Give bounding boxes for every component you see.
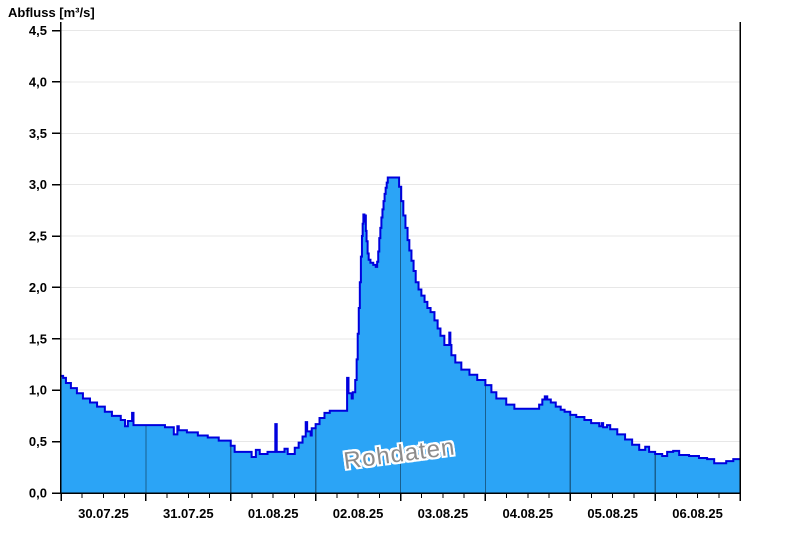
x-tick-label: 05.08.25 <box>587 506 638 521</box>
y-tick-label: 0,5 <box>29 434 47 449</box>
y-tick-label: 1,5 <box>29 331 47 346</box>
y-axis-title: Abfluss [m³/s] <box>8 5 95 20</box>
y-tick-label: 2,0 <box>29 280 47 295</box>
x-tick-label: 31.07.25 <box>163 506 214 521</box>
y-tick-label: 3,0 <box>29 177 47 192</box>
y-tick-label: 2,5 <box>29 229 47 244</box>
y-tick-label: 0,0 <box>29 486 47 501</box>
y-tick-label: 3,5 <box>29 126 47 141</box>
x-tick-label: 03.08.25 <box>418 506 469 521</box>
x-tick-label: 01.08.25 <box>248 506 299 521</box>
area-outline <box>61 176 740 465</box>
x-tick-label: 30.07.25 <box>78 506 129 521</box>
x-tick-label: 04.08.25 <box>502 506 553 521</box>
y-tick-label: 1,0 <box>29 383 47 398</box>
y-tick-label: 4,5 <box>29 23 47 38</box>
x-tick-label: 02.08.25 <box>333 506 384 521</box>
x-tick-label: 06.08.25 <box>672 506 723 521</box>
y-tick-label: 4,0 <box>29 74 47 89</box>
